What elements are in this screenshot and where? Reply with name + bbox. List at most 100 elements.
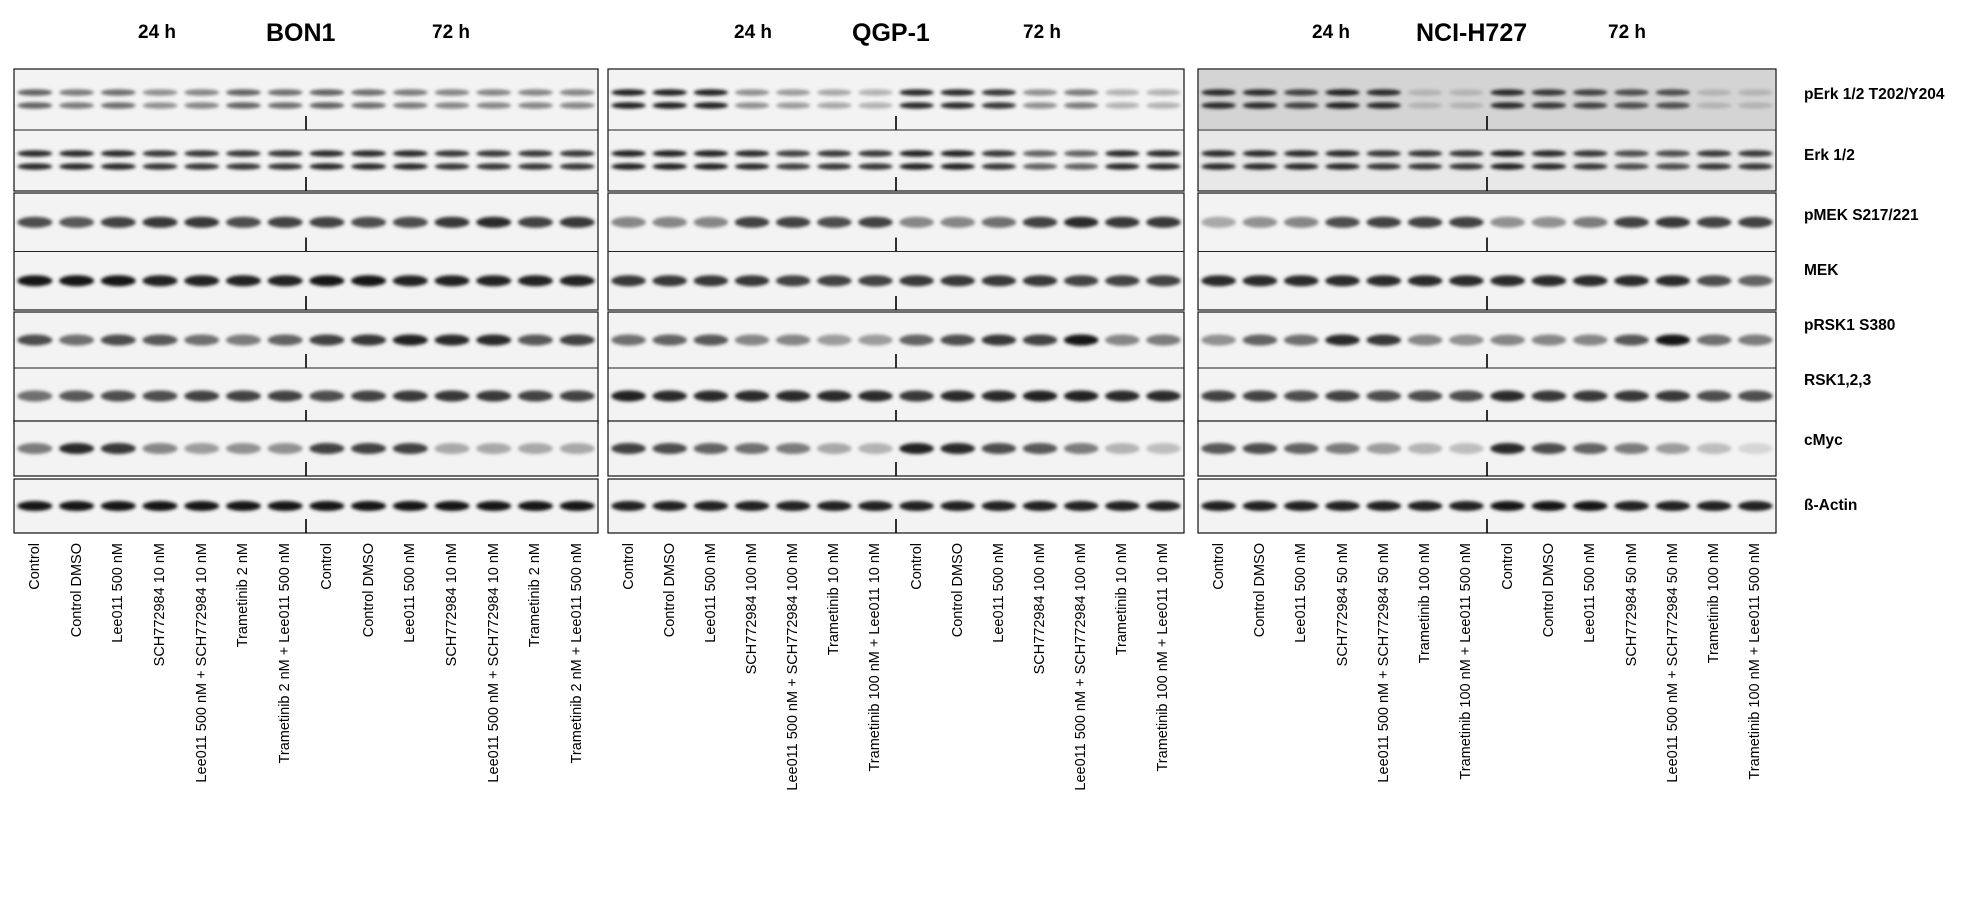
band-pmek-lane-10 <box>981 216 1017 228</box>
band-pmek-lane-13 <box>517 216 553 228</box>
lane-label: Control <box>26 543 43 590</box>
band-erk-lane-11 <box>1614 150 1649 157</box>
band-pmek-lane-13 <box>1105 216 1140 228</box>
bon1-72h-label: 72 h <box>432 22 471 43</box>
band-mek-lane-13 <box>1696 275 1732 287</box>
band-erk-lane-5 <box>1366 163 1402 170</box>
band-erk-lane-12 <box>1655 163 1691 170</box>
lane-label: Control DMSO <box>68 543 85 638</box>
band-perk-lane-4 <box>734 102 770 109</box>
band-actin-lane-4 <box>1325 501 1360 511</box>
band-rsk-lane-2 <box>59 390 95 402</box>
band-erk-lane-4 <box>734 163 770 170</box>
band-perk-lane-11 <box>1022 102 1058 109</box>
lane-label: Control <box>908 543 925 590</box>
band-cmyc-lane-3 <box>100 443 136 454</box>
band-mek-lane-3 <box>1283 275 1319 287</box>
band-perk-lane-5 <box>775 89 811 96</box>
band-rsk-lane-8 <box>1490 390 1525 402</box>
band-erk-lane-6 <box>1407 150 1443 157</box>
bon1-title: BON1 <box>266 19 336 47</box>
band-erk-lane-6 <box>225 163 261 170</box>
band-pmek-lane-13 <box>1696 216 1732 228</box>
band-perk-lane-6 <box>225 89 261 96</box>
band-rsk-lane-14 <box>1146 390 1181 402</box>
lane-label: Trametinib 2 nM <box>527 543 544 648</box>
band-rsk-lane-2 <box>1242 390 1278 402</box>
band-pmek-lane-1 <box>17 216 53 228</box>
band-pmek-lane-4 <box>1325 216 1360 228</box>
band-actin-lane-14 <box>1738 501 1773 511</box>
band-rsk-lane-5 <box>184 390 220 402</box>
band-cmyc-lane-14 <box>559 443 595 454</box>
band-erk-lane-7 <box>267 150 303 157</box>
band-perk-lane-9 <box>351 89 387 96</box>
band-actin-lane-7 <box>1449 501 1484 511</box>
band-pmek-lane-8 <box>309 216 345 228</box>
band-actin-lane-6 <box>1407 501 1443 511</box>
band-erk-lane-3 <box>100 163 136 170</box>
band-actin-lane-11 <box>1022 501 1058 511</box>
band-perk-lane-8 <box>309 102 345 109</box>
band-erk-lane-3 <box>693 150 729 157</box>
band-mek-lane-10 <box>981 275 1017 287</box>
band-mek-lane-5 <box>184 275 220 287</box>
band-erk-lane-12 <box>1655 150 1691 157</box>
band-perk-lane-9 <box>1531 102 1567 109</box>
band-erk-lane-5 <box>1366 150 1402 157</box>
band-prsk1-lane-12 <box>1655 334 1691 346</box>
band-perk-lane-5 <box>184 89 220 96</box>
band-actin-lane-2 <box>59 501 95 511</box>
band-actin-lane-8 <box>309 501 345 511</box>
band-mek-lane-11 <box>434 275 470 287</box>
band-erk-lane-8 <box>309 163 345 170</box>
band-actin-lane-13 <box>1105 501 1140 511</box>
band-perk-lane-12 <box>1063 102 1099 109</box>
band-actin-lane-9 <box>940 501 975 511</box>
lane-label: Control <box>1499 543 1516 590</box>
band-cmyc-lane-12 <box>476 443 512 454</box>
band-erk-lane-14 <box>1738 163 1773 170</box>
band-rsk-lane-14 <box>559 390 595 402</box>
band-prsk1-lane-2 <box>59 334 95 346</box>
band-rsk-lane-7 <box>267 390 303 402</box>
band-prsk1-lane-14 <box>559 334 595 346</box>
band-erk-lane-14 <box>1146 163 1181 170</box>
band-prsk1-lane-11 <box>1022 334 1058 346</box>
band-cmyc-lane-4 <box>142 443 178 454</box>
band-erk-lane-6 <box>1407 163 1443 170</box>
band-erk-lane-9 <box>1531 150 1567 157</box>
band-mek-lane-2 <box>59 275 95 287</box>
band-perk-lane-13 <box>1696 89 1732 96</box>
band-actin-lane-6 <box>817 501 852 511</box>
band-rsk-lane-3 <box>100 390 136 402</box>
band-mek-lane-3 <box>100 275 136 287</box>
band-cmyc-lane-13 <box>1696 443 1732 454</box>
band-rsk-lane-11 <box>1022 390 1058 402</box>
lane-label: Lee011 500 nM + SCH772984 100 nM <box>785 543 802 791</box>
band-erk-lane-1 <box>17 150 53 157</box>
band-pmek-lane-3 <box>100 216 136 228</box>
band-rsk-lane-4 <box>1325 390 1360 402</box>
band-actin-lane-1 <box>17 501 53 511</box>
band-erk-lane-1 <box>17 163 53 170</box>
band-erk-lane-6 <box>817 163 852 170</box>
band-pmek-lane-6 <box>1407 216 1443 228</box>
band-cmyc-lane-1 <box>1201 443 1236 454</box>
band-pmek-lane-7 <box>1449 216 1484 228</box>
band-cmyc-lane-14 <box>1738 443 1773 454</box>
band-erk-lane-8 <box>1490 163 1525 170</box>
lane-label: Lee011 500 nM + SCH772984 100 nM <box>1073 543 1090 791</box>
band-prsk1-lane-7 <box>1449 334 1484 346</box>
band-perk-lane-12 <box>476 89 512 96</box>
band-perk-lane-11 <box>1614 89 1649 96</box>
band-actin-lane-14 <box>559 501 595 511</box>
band-erk-lane-12 <box>476 150 512 157</box>
lane-label: Control <box>318 543 335 590</box>
band-perk-lane-3 <box>1283 89 1319 96</box>
band-perk-lane-2 <box>59 102 95 109</box>
band-cmyc-lane-14 <box>1146 443 1181 454</box>
band-actin-lane-1 <box>611 501 646 511</box>
band-cmyc-lane-11 <box>1022 443 1058 454</box>
band-perk-lane-12 <box>476 102 512 109</box>
